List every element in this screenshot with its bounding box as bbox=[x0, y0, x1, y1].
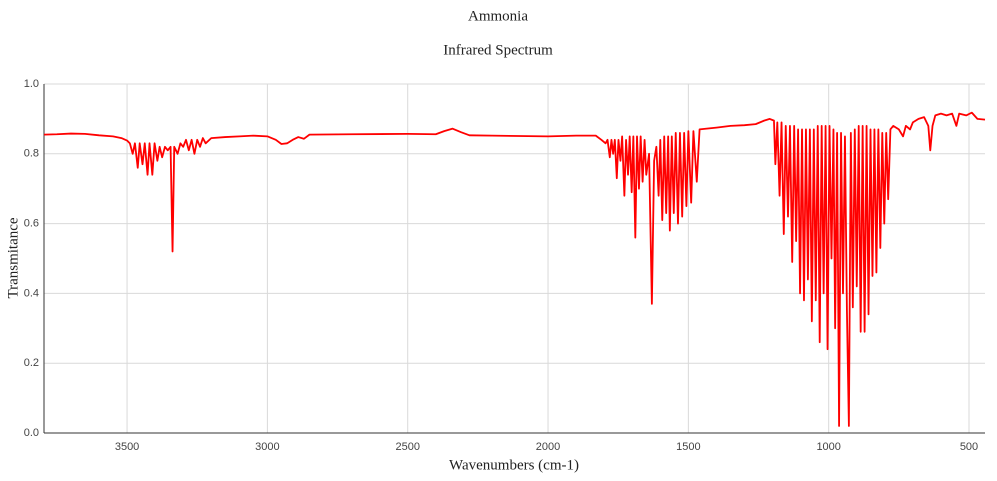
x-tick-label: 2500 bbox=[395, 441, 419, 453]
y-tick-label: 0.2 bbox=[24, 357, 39, 369]
y-tick-label: 1.0 bbox=[24, 78, 39, 90]
chart-title: Ammonia bbox=[468, 8, 528, 24]
y-tick-label: 0.8 bbox=[24, 148, 39, 160]
y-tick-label: 0.0 bbox=[24, 427, 39, 439]
y-axis-label: Transmitance bbox=[5, 217, 21, 298]
y-tick-label: 0.4 bbox=[24, 287, 39, 299]
y-tick-label: 0.6 bbox=[24, 218, 39, 230]
x-tick-label: 2000 bbox=[536, 441, 560, 453]
x-tick-label: 1500 bbox=[676, 441, 700, 453]
x-tick-label: 1000 bbox=[816, 441, 840, 453]
x-tick-label: 3000 bbox=[255, 441, 279, 453]
x-tick-label: 500 bbox=[960, 441, 978, 453]
spectrum-line bbox=[43, 111, 986, 427]
x-axis-label: Wavenumbers (cm-1) bbox=[449, 457, 579, 473]
chart-subtitle: Infrared Spectrum bbox=[443, 42, 553, 58]
x-tick-label: 3500 bbox=[115, 441, 139, 453]
